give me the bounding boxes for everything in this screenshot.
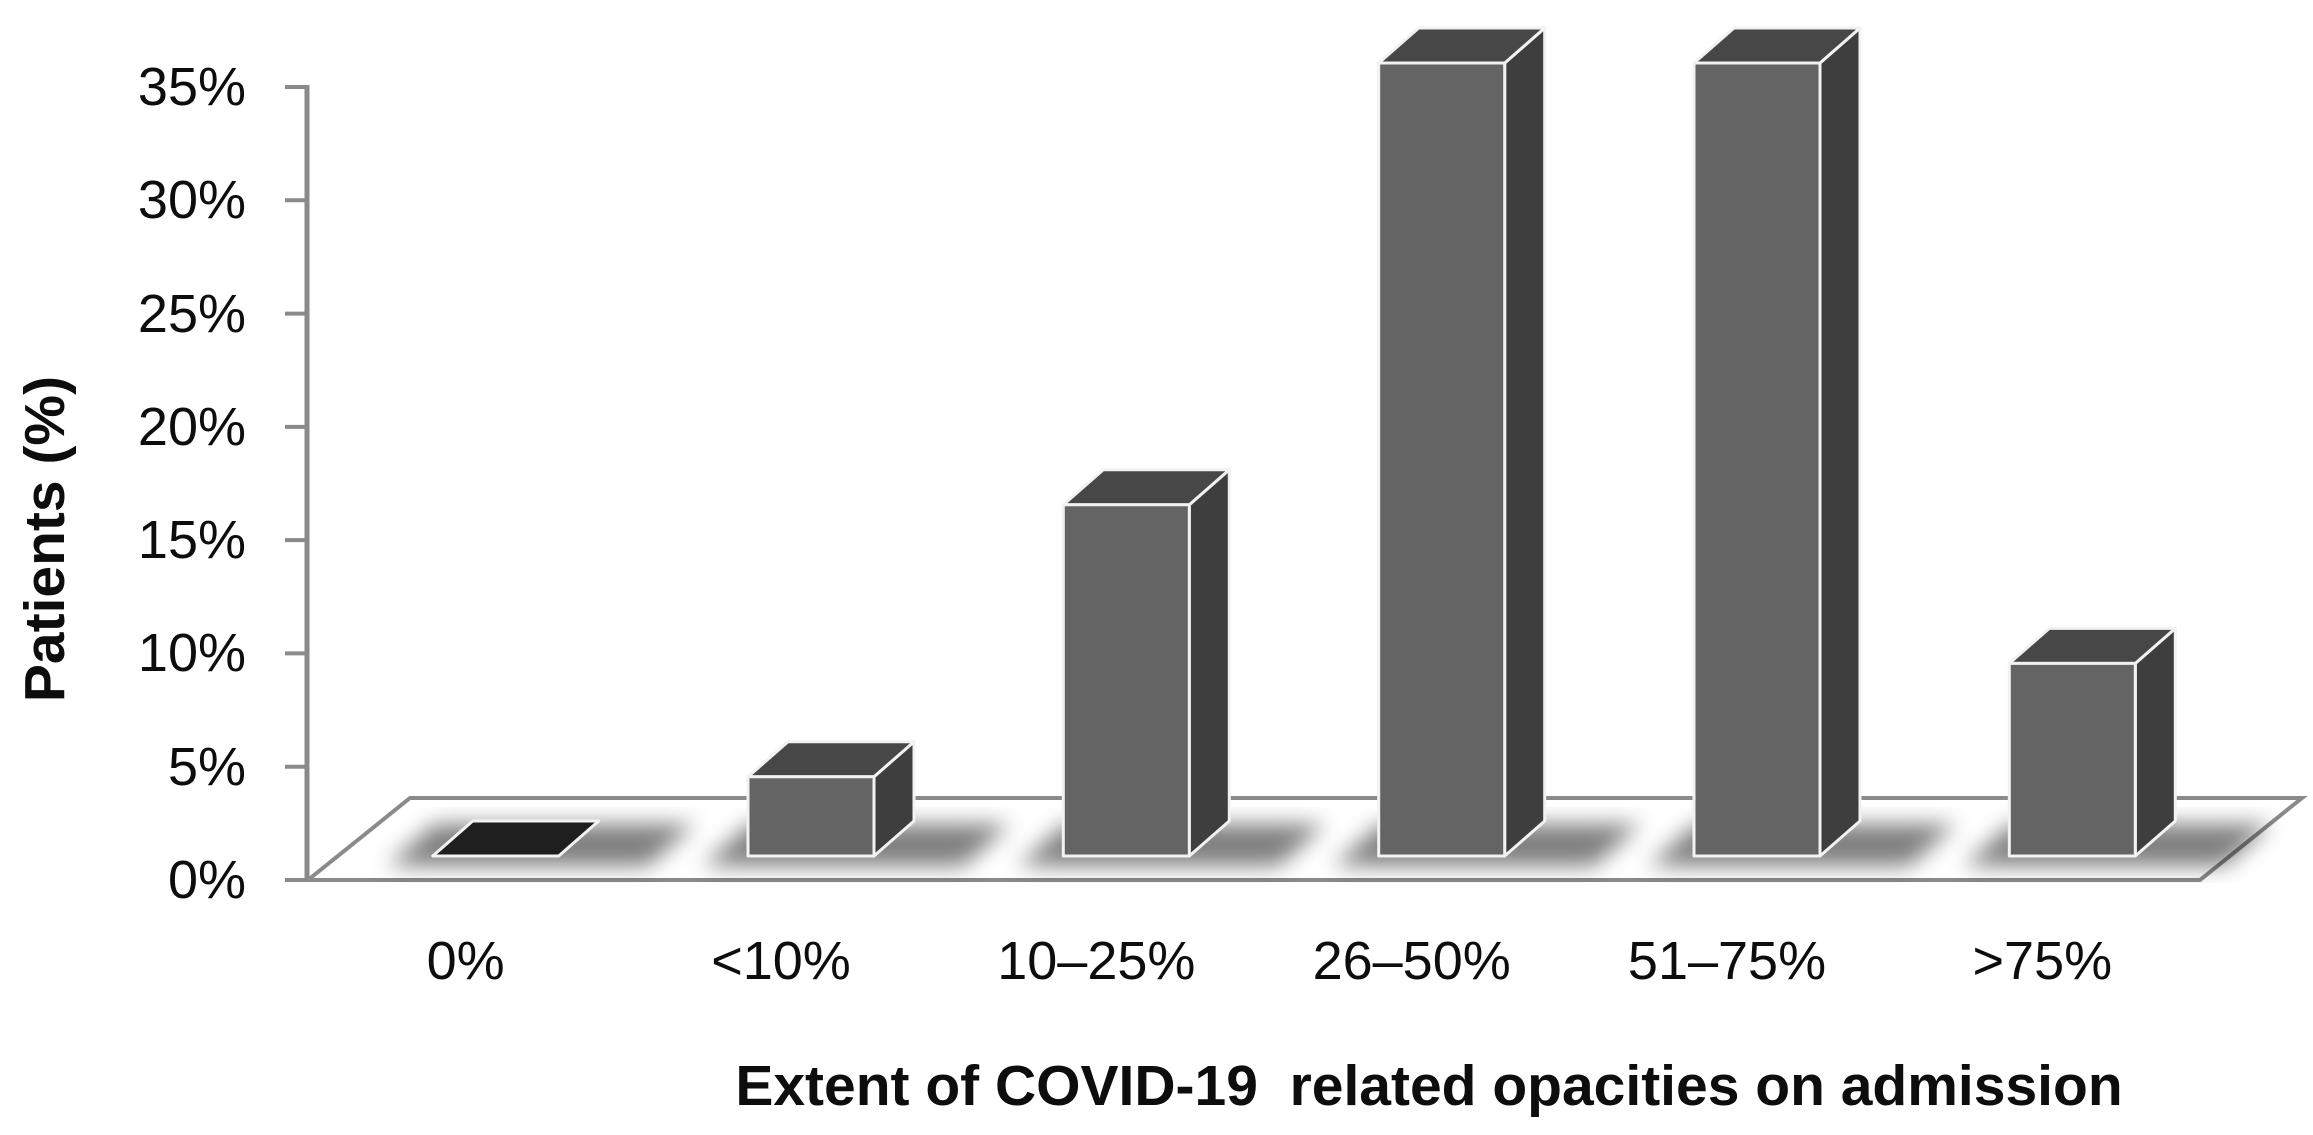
x-category-label: 51–75%	[1627, 931, 1827, 991]
y-tick-label: 35%	[137, 57, 246, 117]
bar-front-face	[1377, 61, 1507, 858]
x-category-label: <10%	[711, 931, 851, 991]
bar-side-face	[1503, 26, 1547, 858]
bar-zero-plate	[431, 819, 601, 858]
x-axis-title: Extent of COVID-19 related opacities on …	[735, 1054, 2123, 1118]
x-category-label: >75%	[1972, 931, 2113, 991]
bar-side-face	[1187, 468, 1231, 858]
y-tick-label: 0%	[167, 850, 246, 910]
x-category-label: 26–50%	[1312, 931, 1511, 991]
x-category-label: 0%	[426, 931, 505, 991]
bar-side-face	[2133, 626, 2177, 858]
bar-front-face	[1061, 503, 1191, 858]
y-tick-label: 25%	[137, 283, 246, 344]
y-tick-label: 15%	[137, 510, 246, 571]
bar-front-face	[1692, 61, 1822, 858]
bar-front-face	[2007, 661, 2137, 858]
bar-side-face	[1818, 26, 1862, 858]
x-category-label: 10–25%	[997, 931, 1196, 991]
y-tick-label: 20%	[137, 396, 246, 457]
y-tick-label: 5%	[167, 736, 246, 797]
y-tick-label: 30%	[137, 170, 246, 231]
bar-front-face	[746, 775, 876, 858]
y-tick-label: 10%	[137, 623, 246, 684]
